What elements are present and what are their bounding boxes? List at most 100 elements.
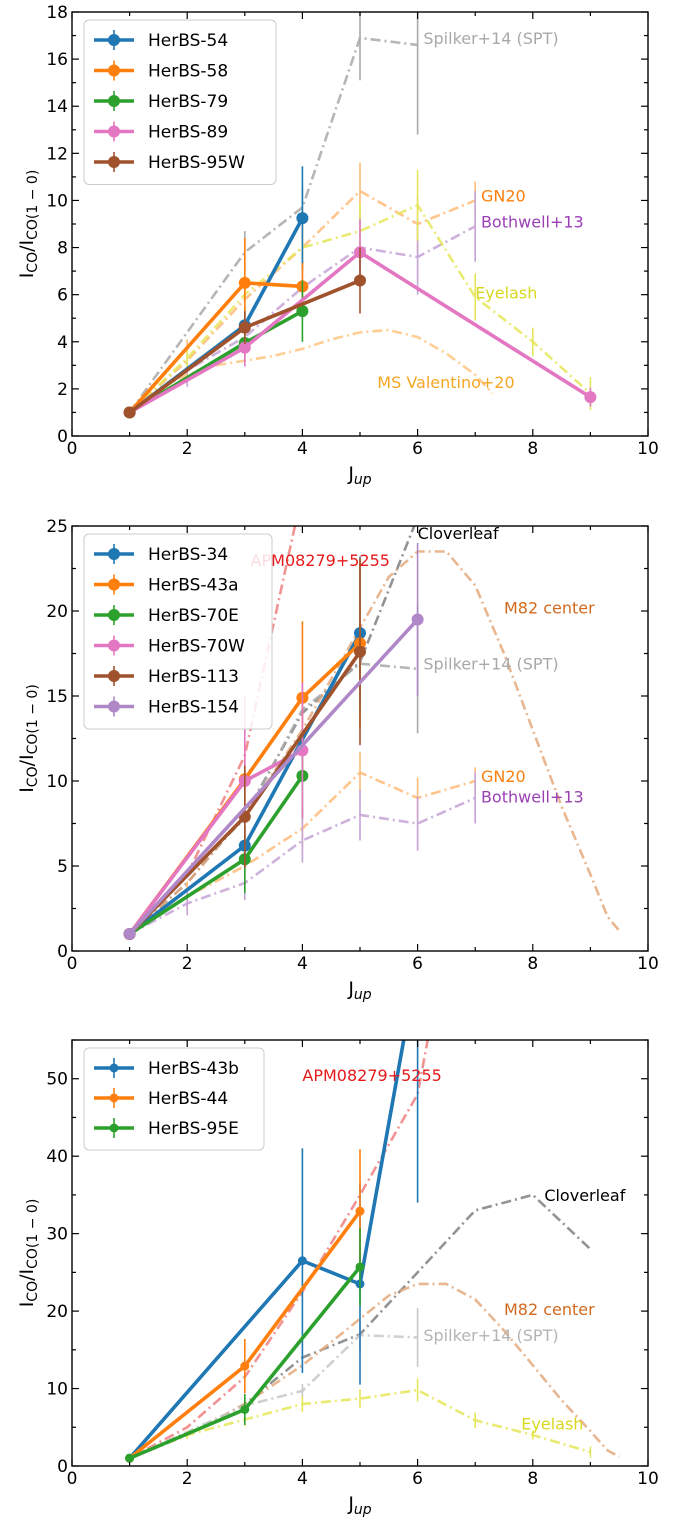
data-point [296, 305, 309, 318]
legend-label: HerBS-79 [148, 92, 228, 112]
x-tick-label: 6 [412, 439, 423, 459]
x-tick-label: 0 [67, 439, 78, 459]
legend-label: HerBS-44 [148, 1089, 228, 1109]
legend-label: HerBS-113 [148, 667, 239, 687]
reference-label: Bothwell+13 [481, 213, 584, 232]
x-tick-label: 0 [67, 1469, 78, 1489]
reference-label: APM08279+5255 [302, 1066, 441, 1085]
legend-swatch-marker [108, 34, 120, 46]
data-point [354, 274, 366, 287]
y-axis-label-main: I [16, 1302, 38, 1308]
data-point [125, 1453, 135, 1463]
data-point [123, 928, 136, 940]
legend-swatch-marker [108, 64, 120, 77]
y-tick-label: 16 [46, 50, 68, 70]
reference-label: APM08279+5255 [251, 551, 390, 570]
y-tick-label: 10 [46, 772, 68, 792]
y-axis-label-sub2: CO(1 − 0) [25, 684, 41, 754]
y-axis-label-mid: /I [16, 1269, 38, 1281]
legend-label: HerBS-58 [148, 62, 228, 82]
y-tick-label: 40 [46, 1147, 68, 1167]
x-tick-label: 2 [182, 439, 193, 459]
legend: HerBS-34 HerBS-43a HerBS-70E HerBS-70W HerBS… [83, 533, 273, 730]
legend-label: HerBS-95E [148, 1119, 239, 1139]
x-tick-label: 8 [527, 1469, 538, 1489]
legend-swatch-marker [108, 548, 120, 560]
y-axis-label: ICO/ICO(1 − 0) [16, 1199, 41, 1308]
data-point [238, 276, 251, 289]
y-axis-label-sub: CO [25, 252, 41, 273]
y-tick-label: 6 [57, 286, 68, 306]
y-tick-label: 4 [57, 333, 68, 353]
x-tick-label: 2 [182, 1469, 193, 1489]
data-point [296, 212, 309, 225]
reference-line [128, 36, 418, 414]
legend-label: HerBS-89 [148, 123, 228, 143]
y-tick-label: 2 [57, 380, 68, 400]
legend-swatch-marker [108, 639, 120, 652]
series-line [128, 250, 592, 415]
x-axis-label-main: J [347, 978, 354, 1000]
data-point [123, 406, 136, 419]
data-point [240, 1404, 250, 1414]
legend-label: HerBS-43a [148, 576, 239, 596]
y-tick-label: 15 [46, 687, 68, 707]
x-tick-label: 8 [527, 954, 538, 974]
legend-label: HerBS-43b [148, 1059, 239, 1079]
legend-swatch-marker [108, 700, 120, 713]
x-tick-label: 8 [527, 439, 538, 459]
data-point [355, 1206, 365, 1216]
series-line [128, 618, 419, 936]
x-tick-label: 10 [637, 439, 659, 459]
x-tick-label: 6 [412, 1469, 423, 1489]
reference-label: Cloverleaf [418, 524, 499, 543]
legend: HerBS-43b HerBS-44 HerBS-95E [83, 1047, 265, 1151]
reference-label: Spilker+14 (SPT) [423, 29, 558, 48]
legend-swatch-marker [108, 156, 120, 168]
reference-line [129, 1282, 620, 1460]
y-axis-label-sub2: CO(1 − 0) [25, 1199, 41, 1269]
chart-panel-2: APM08279+5255 Cloverleaf M82 center Spilker… [16, 517, 659, 1003]
y-tick-label: 10 [46, 1380, 68, 1400]
plot-area [123, 12, 597, 419]
reference-label: MS Valentino+20 [377, 373, 514, 392]
reference-label: Cloverleaf [544, 1186, 625, 1205]
x-axis-label: Jup [347, 463, 371, 488]
y-tick-label: 20 [46, 1302, 68, 1322]
legend-label: HerBS-95W [148, 153, 245, 173]
reference-label: GN20 [481, 187, 526, 206]
y-axis-label-mid: /I [16, 754, 38, 766]
y-axis-label-sub: CO [25, 766, 41, 787]
legend-swatch-marker [109, 1063, 119, 1073]
x-axis-label-sub: up [354, 987, 372, 1003]
legend-label: HerBS-70E [148, 606, 239, 626]
legend: HerBS-54 HerBS-58 HerBS-79 HerBS-89 HerBS-95… [83, 19, 277, 185]
reference-label: Bothwell+13 [481, 787, 584, 806]
y-tick-label: 18 [46, 3, 68, 23]
data-point [238, 341, 251, 354]
x-tick-label: 2 [182, 954, 193, 974]
x-tick-label: 4 [297, 439, 308, 459]
legend-swatch-marker [108, 578, 120, 591]
y-axis-label: ICO/ICO(1 − 0) [16, 684, 41, 793]
x-tick-label: 4 [297, 954, 308, 974]
reference-label: Eyelash [475, 283, 537, 302]
legend-swatch-marker [108, 95, 120, 107]
x-axis-label: Jup [347, 978, 371, 1003]
legend-label: HerBS-34 [148, 545, 228, 565]
y-tick-label: 12 [46, 144, 68, 164]
reference-label: M82 center [504, 599, 595, 618]
reference-label: GN20 [481, 767, 526, 786]
x-axis-label-sub: up [354, 1502, 372, 1518]
data-point [584, 391, 597, 404]
y-axis-label-main: I [16, 273, 38, 279]
x-tick-label: 6 [412, 954, 423, 974]
data-point [354, 645, 366, 658]
y-tick-label: 25 [46, 517, 68, 537]
y-axis-label-main: I [16, 787, 38, 793]
y-axis-label-sub2: CO(1 − 0) [25, 170, 41, 240]
series-line [128, 1040, 406, 1460]
x-tick-label: 10 [637, 1469, 659, 1489]
x-tick-label: 0 [67, 954, 78, 974]
